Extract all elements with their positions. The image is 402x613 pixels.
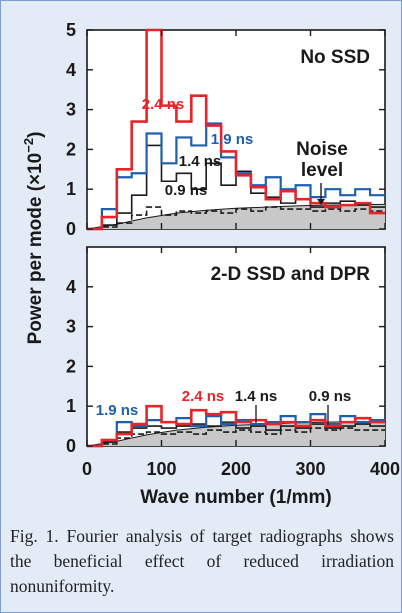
label-1.4ns-top: 1.4 ns: [179, 153, 222, 170]
y-tick-label: 2: [66, 139, 76, 159]
x-tick-label: 200: [221, 459, 251, 479]
label-1.9ns-bottom: 1.9 ns: [96, 402, 139, 419]
y-axis-label-main: Power per mode (×10: [25, 153, 46, 345]
y-tick-label: 2: [66, 356, 76, 376]
x-tick-labels: 0 100 200 300 400: [82, 459, 400, 479]
y-axis-label-exponent: −2: [21, 138, 36, 153]
label-1.9ns-top: 1.9 ns: [211, 131, 254, 148]
y-ticks-bottom: 0 1 2 3 4: [66, 277, 385, 456]
y-ticks-top: 0 1 2 3 4 5: [66, 20, 385, 239]
figure-caption: Fig. 1. Fourier analysis of target radio…: [10, 526, 394, 596]
series-09ns-p0: [87, 206, 385, 230]
chart: 0 1 2 3 4 5 No SSD 2.4 ns 1.9 ns 1.4 ns 0.9 n…: [21, 20, 400, 508]
label-1.4ns-bottom: 1.4 ns: [235, 388, 278, 405]
y-tick-label: 0: [66, 436, 76, 456]
x-tick-label: 100: [146, 459, 176, 479]
y-axis-label-close: ): [25, 132, 46, 138]
panel-no-ssd: 0 1 2 3 4 5 No SSD 2.4 ns 1.9 ns 1.4 ns 0.9 n…: [66, 20, 386, 239]
label-2.4ns-bottom: 2.4 ns: [182, 388, 225, 405]
y-tick-label: 4: [66, 60, 76, 80]
x-tick-label: 0: [82, 459, 92, 479]
x-ticks-bottom: [86, 247, 386, 446]
x-ticks-top: [86, 30, 386, 229]
y-tick-label: 3: [66, 317, 76, 337]
y-tick-label: 3: [66, 100, 76, 120]
noise-level-pointer-head: [317, 199, 325, 205]
series-24ns-p1: [87, 404, 385, 448]
x-tick-label: 300: [295, 459, 325, 479]
y-tick-label: 0: [66, 219, 76, 239]
noise-level-label-line1: Noise: [296, 139, 348, 160]
y-tick-label: 4: [66, 277, 76, 297]
label-2.4ns-top: 2.4 ns: [142, 96, 185, 113]
noise-area-fill: [87, 204, 385, 229]
series-group-bottom: [87, 404, 385, 448]
x-tick-label: 400: [370, 459, 400, 479]
y-tick-label: 1: [66, 179, 76, 199]
panel-title-no-ssd: No SSD: [300, 47, 370, 68]
label-0.9ns-top: 0.9 ns: [165, 182, 208, 199]
series-group-top: [87, 28, 385, 231]
y-tick-label: 5: [66, 20, 76, 40]
panel-2d-ssd-dpr: 0 1 2 3 4 2-D SSD and DPR 1.9 ns 2.4 ns 1.4 …: [66, 246, 386, 456]
x-axis-label: Wave number (1/mm): [140, 487, 331, 508]
panel-title-2d-ssd-dpr: 2-D SSD and DPR: [211, 264, 371, 285]
series-09ns-p1: [87, 427, 385, 447]
y-tick-label: 1: [66, 396, 76, 416]
noise-level-label-line2: level: [301, 160, 343, 181]
series-14ns-p0: [87, 144, 385, 230]
y-axis-label: Power per mode (×10−2): [21, 132, 46, 345]
label-0.9ns-bottom: 0.9 ns: [309, 388, 352, 405]
series-24ns-p0: [87, 28, 385, 231]
